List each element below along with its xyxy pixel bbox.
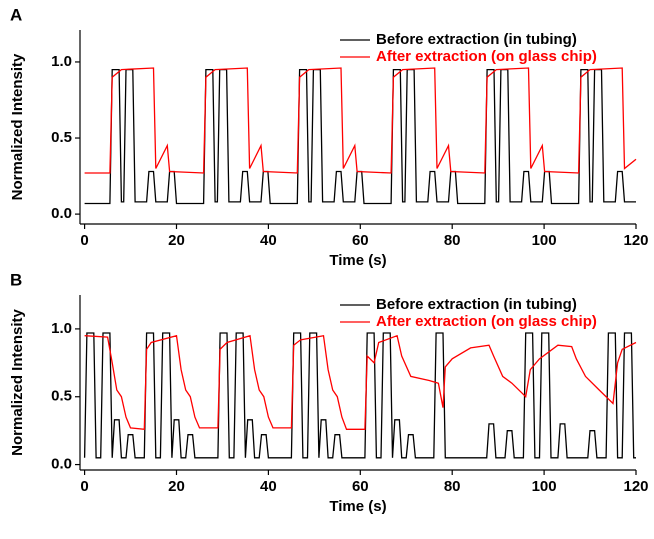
x-tick-label: 40 [260,478,277,495]
x-axis-label: Time (s) [329,252,386,269]
panel-label: A [10,5,22,24]
series-line [84,67,637,174]
y-axis-label: Normalized Intensity [9,308,26,455]
series-line [83,332,636,459]
x-tick-label: 60 [352,478,369,495]
x-tick-label: 100 [532,478,557,495]
x-tick-label: 120 [623,232,648,249]
x-tick-label: 80 [444,232,461,249]
legend-label: Before extraction (in tubing) [376,296,577,313]
panel-label: B [10,270,22,289]
x-tick-label: 40 [260,232,277,249]
legend-label: Before extraction (in tubing) [376,31,577,48]
x-axis-label: Time (s) [329,498,386,515]
x-tick-label: 60 [352,232,369,249]
legend-label: After extraction (on glass chip) [376,48,597,65]
legend-label: After extraction (on glass chip) [376,313,597,330]
x-tick-label: 120 [623,478,648,495]
x-tick-label: 20 [168,232,185,249]
y-tick-label: 1.0 [51,320,72,337]
x-tick-label: 0 [80,232,88,249]
series-line [84,334,637,431]
x-tick-label: 80 [444,478,461,495]
y-tick-label: 0.5 [51,129,72,146]
y-tick-label: 1.0 [51,53,72,70]
y-tick-label: 0.5 [51,388,72,405]
x-tick-label: 0 [80,478,88,495]
y-tick-label: 0.0 [51,205,72,222]
series-line [84,68,636,205]
x-tick-label: 20 [168,478,185,495]
y-axis-label: Normalized Intensity [9,53,26,200]
y-tick-label: 0.0 [51,456,72,473]
x-tick-label: 100 [532,232,557,249]
